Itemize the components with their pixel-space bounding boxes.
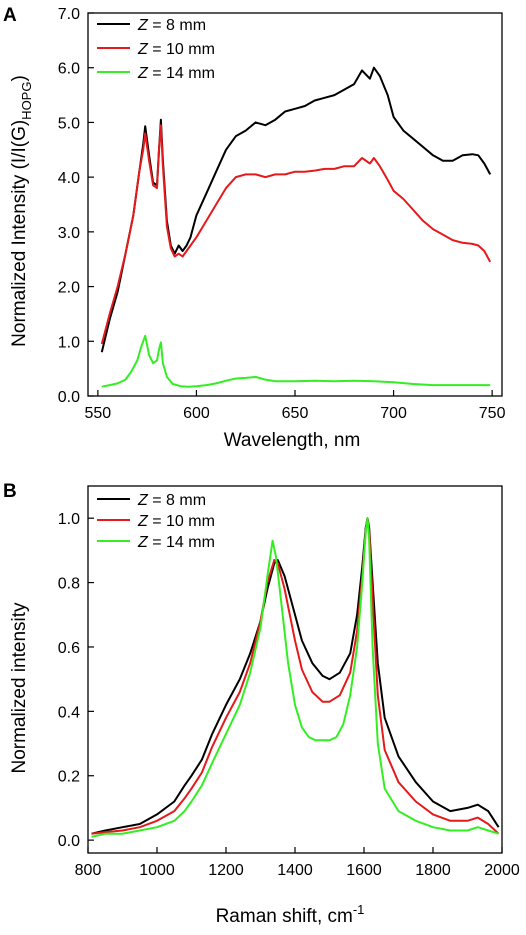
- panel-b-label: B: [3, 481, 17, 502]
- panel-a-x-tick-label: 600: [183, 405, 210, 422]
- panel-a-y-axis-label-sub: HOPG: [19, 82, 34, 120]
- panel-b-series-line-2: [91, 517, 500, 835]
- panel-a-y-tick-label: 6.0: [58, 61, 80, 78]
- panel-a-plot-area: [87, 12, 503, 397]
- panel-b-series-line-1: [91, 517, 500, 835]
- panel-a-y-tick-label: 3.0: [58, 225, 80, 242]
- panel-a-y-tick-label: 4.0: [58, 170, 80, 187]
- panel-b-x-tick-label: 2000: [484, 862, 520, 879]
- panel-a-x-tick-label: 650: [282, 405, 309, 422]
- panel-a-chart: A 550 600 650 700 750 0.0 1.0 2.0 3.0 4.0 5.0 6.0 7…: [3, 5, 506, 451]
- panel-a-x-tick-label: 700: [380, 405, 407, 422]
- panel-b-chart: B 800 1000 1200 1400 1600 1800 2000 0.00.20.40…: [3, 481, 520, 927]
- panel-a-y-tick-label: 1.0: [58, 334, 80, 351]
- panel-b-legend-entry: Z = 10 mm: [137, 513, 215, 530]
- panel-a-label: A: [3, 5, 17, 26]
- panel-b-x-axis-label: Raman shift, cm-1: [216, 902, 365, 927]
- panel-b-y-tick-label: 1.0: [58, 511, 80, 528]
- panel-a-y-tick-label: 7.0: [58, 6, 80, 23]
- panel-b-x-tick-label: 800: [75, 862, 102, 879]
- panel-b-x-tick-label: 1200: [208, 862, 244, 879]
- panel-a-y-ticks: 0.0 1.0 2.0 3.0 4.0 5.0 6.0 7.0: [58, 6, 94, 406]
- panel-a-series-line-3: [101, 334, 491, 388]
- panel-b-x-tick-label: 1600: [346, 862, 382, 879]
- panel-b-y-axis-label: Normalized intensity: [9, 602, 30, 774]
- panel-a-y-tick-label: 5.0: [58, 115, 80, 132]
- panel-b-y-tick-label: 0.4: [58, 704, 80, 721]
- panel-b-y-ticks: 0.0 0.2 0.4 0.6 0.8 1.0: [58, 511, 94, 850]
- panel-a-y-tick-label: 2.0: [58, 280, 80, 297]
- panel-b-legend-entry: Z = 14 mm: [137, 534, 215, 551]
- panel-a-x-tick-label: 550: [85, 405, 112, 422]
- panel-b-legend: Z = 8 mm Z = 10 mm Z = 14 mm: [97, 492, 215, 551]
- panel-a-y-axis-label-main: Normalized Intensity (I/I(G): [9, 120, 30, 347]
- panel-b-x-tick-label: 1400: [277, 862, 313, 879]
- panel-a-series-line-2: [100, 124, 492, 345]
- panel-a-y-axis-label-end: ): [9, 75, 30, 81]
- panel-b-x-tick-label: 1000: [139, 862, 175, 879]
- panel-b-y-tick-label: 0.6: [58, 640, 80, 657]
- panel-a-legend-entry: Z = 10 mm: [137, 41, 215, 58]
- panel-b-legend-entry: Z = 8 mm: [137, 492, 206, 509]
- panel-b-y-tick-label: 0.2: [58, 769, 80, 786]
- panel-b-x-axis-label-sup: -1: [353, 902, 365, 917]
- panel-b-y-tick-label: 0.0: [58, 833, 80, 850]
- panel-b-series-line-3: [91, 517, 499, 838]
- panel-a-y-axis-label: Normalized Intensity (I/I(G)HOPG): [9, 75, 34, 347]
- panel-a-y-tick-label: 0.0: [58, 389, 80, 406]
- panel-a-x-tick-label: 750: [479, 405, 506, 422]
- panel-a-legend-entry: Z = 8 mm: [137, 17, 206, 34]
- panel-a-x-axis-label: Wavelength, nm: [224, 430, 361, 451]
- panel-a-x-ticks: 550 600 650 700 750: [85, 390, 506, 422]
- panel-b-x-tick-label: 1800: [415, 862, 451, 879]
- panel-a-legend-entry: Z = 14 mm: [137, 65, 215, 82]
- panel-a-legend: Z = 8 mm Z = 10 mm Z = 14 mm: [97, 17, 215, 82]
- panel-b-x-ticks: 800 1000 1200 1400 1600 1800 2000: [75, 847, 520, 879]
- panel-b-y-tick-label: 0.8: [58, 576, 80, 593]
- panel-b-x-axis-label-main: Raman shift, cm: [216, 906, 353, 927]
